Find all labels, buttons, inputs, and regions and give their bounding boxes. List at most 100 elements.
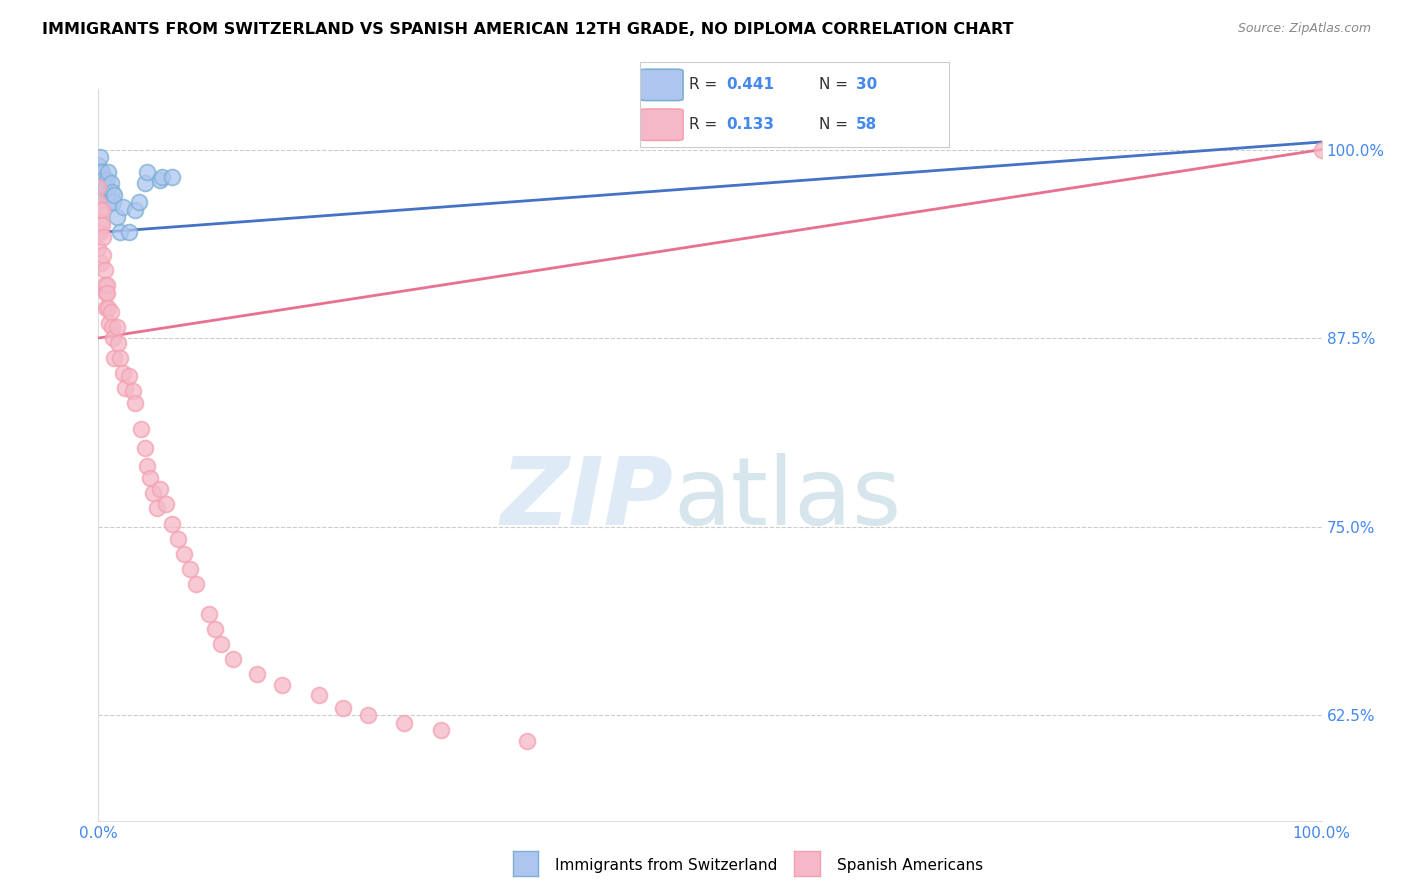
Point	[222, 652, 245, 666]
Point	[90, 172, 112, 186]
Point	[91, 248, 114, 262]
Point	[167, 532, 190, 546]
Point	[96, 172, 118, 186]
Point	[101, 185, 124, 199]
Point	[134, 441, 156, 455]
Point	[105, 320, 128, 334]
Point	[204, 622, 226, 636]
Point	[97, 301, 120, 315]
Point	[134, 176, 156, 190]
Text: N =: N =	[820, 117, 848, 132]
Point	[87, 165, 110, 179]
Point	[91, 202, 114, 217]
Text: Spanish Americans: Spanish Americans	[837, 858, 983, 872]
Point	[87, 158, 110, 172]
Point	[150, 169, 173, 184]
Point	[89, 165, 111, 179]
Point	[209, 637, 232, 651]
Point	[160, 169, 183, 184]
Point	[100, 305, 122, 319]
Point	[103, 187, 125, 202]
Point	[146, 501, 169, 516]
Point	[118, 368, 141, 383]
Point	[98, 316, 121, 330]
Point	[101, 195, 124, 210]
Point	[149, 482, 172, 496]
Point	[87, 195, 110, 210]
Point	[430, 723, 453, 738]
Point	[98, 195, 121, 210]
Point	[186, 577, 208, 591]
Point	[124, 202, 146, 217]
Point	[139, 471, 162, 485]
Point	[97, 165, 120, 179]
Point	[94, 285, 117, 300]
Point	[91, 180, 114, 194]
Text: 0.133: 0.133	[727, 117, 775, 132]
Point	[101, 331, 124, 345]
Point	[87, 180, 110, 194]
Point	[97, 187, 120, 202]
Point	[105, 211, 128, 225]
Point	[136, 459, 159, 474]
Point	[111, 366, 134, 380]
Point	[129, 421, 152, 435]
Text: ZIP: ZIP	[501, 453, 673, 545]
Point	[96, 278, 118, 293]
Point	[96, 285, 118, 300]
Point	[110, 226, 132, 240]
Text: Source: ZipAtlas.com: Source: ZipAtlas.com	[1237, 22, 1371, 36]
Point	[111, 200, 134, 214]
Point	[91, 230, 114, 244]
Point	[93, 263, 115, 277]
Text: 58: 58	[856, 117, 877, 132]
Point	[356, 708, 378, 723]
Point	[89, 202, 111, 217]
Point	[515, 733, 537, 747]
Point	[308, 689, 330, 703]
Point	[89, 226, 111, 240]
Point	[103, 351, 125, 365]
Point	[332, 700, 354, 714]
Point	[142, 486, 165, 500]
Text: IMMIGRANTS FROM SWITZERLAND VS SPANISH AMERICAN 12TH GRADE, NO DIPLOMA CORRELATI: IMMIGRANTS FROM SWITZERLAND VS SPANISH A…	[42, 22, 1014, 37]
Point	[93, 278, 115, 293]
FancyBboxPatch shape	[640, 109, 683, 140]
FancyBboxPatch shape	[640, 70, 683, 101]
Point	[107, 335, 129, 350]
Text: 0.441: 0.441	[727, 77, 775, 92]
Text: Immigrants from Switzerland: Immigrants from Switzerland	[555, 858, 778, 872]
Point	[89, 150, 111, 164]
Point	[121, 384, 143, 398]
Point	[136, 165, 159, 179]
Text: R =: R =	[689, 117, 717, 132]
Point	[94, 301, 117, 315]
Point	[101, 320, 124, 334]
Point	[110, 351, 132, 365]
Point	[160, 516, 183, 531]
Point	[94, 180, 117, 194]
Point	[87, 226, 110, 240]
Point	[91, 172, 114, 186]
Point	[91, 165, 114, 179]
Point	[118, 226, 141, 240]
Point	[91, 218, 114, 232]
Text: R =: R =	[689, 77, 717, 92]
Point	[90, 180, 112, 194]
Point	[173, 547, 195, 561]
Point	[93, 187, 115, 202]
Point	[114, 381, 136, 395]
Point	[179, 562, 201, 576]
Point	[90, 215, 112, 229]
Point	[100, 176, 122, 190]
Point	[246, 667, 269, 681]
Text: atlas: atlas	[673, 453, 901, 545]
Point	[1310, 143, 1333, 157]
Point	[124, 396, 146, 410]
Point	[392, 715, 416, 730]
Point	[128, 195, 150, 210]
Point	[155, 497, 177, 511]
Point	[90, 255, 112, 269]
Point	[270, 678, 294, 692]
Text: 30: 30	[856, 77, 877, 92]
